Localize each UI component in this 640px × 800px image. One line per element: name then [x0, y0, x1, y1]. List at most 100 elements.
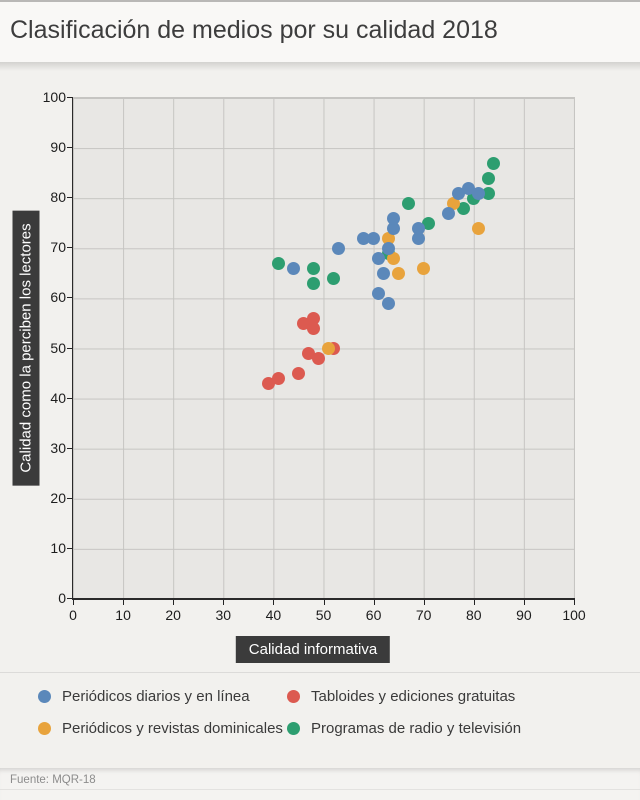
y-tick-mark [67, 497, 72, 499]
y-tick-label: 50 [50, 339, 66, 356]
header: Clasificación de medios por su calidad 2… [0, 0, 640, 62]
data-point[interactable] [412, 231, 426, 245]
data-point[interactable] [487, 156, 501, 170]
data-point[interactable] [311, 352, 325, 366]
legend: Periódicos diarios y en línea Tabloides … [38, 686, 521, 739]
plot-area [73, 97, 575, 599]
x-tick-mark [523, 600, 525, 605]
x-tick-mark [73, 600, 74, 605]
y-tick-label: 30 [50, 439, 66, 456]
data-point[interactable] [296, 316, 310, 330]
data-point[interactable] [482, 171, 496, 185]
legend-dot-blue-icon [38, 690, 51, 703]
x-tick-label: 0 [69, 607, 77, 623]
x-tick-label: 70 [415, 607, 432, 623]
legend-label: Periódicos diarios y en línea [62, 688, 250, 705]
data-point[interactable] [387, 251, 401, 265]
x-tick-mark [473, 600, 475, 605]
x-tick-label: 80 [466, 607, 482, 623]
data-point[interactable] [412, 221, 426, 235]
data-point[interactable] [291, 367, 305, 381]
data-point[interactable] [306, 311, 320, 325]
data-point[interactable] [417, 261, 431, 275]
data-point[interactable] [271, 256, 285, 270]
data-point[interactable] [271, 372, 285, 386]
legend-item-periodicos-diarios[interactable]: Periódicos diarios y en línea [38, 686, 287, 707]
x-tick-mark [273, 600, 275, 605]
x-tick-label: 60 [365, 607, 382, 623]
data-point[interactable] [382, 296, 396, 310]
legend-dot-orange-icon [38, 722, 51, 735]
data-point[interactable] [306, 261, 320, 275]
y-tick-label: 70 [50, 239, 66, 256]
data-point[interactable] [377, 266, 391, 280]
data-point[interactable] [332, 241, 346, 255]
data-point[interactable] [422, 216, 436, 230]
x-tick-mark [123, 600, 125, 605]
data-point[interactable] [372, 286, 386, 300]
y-tick-mark [67, 598, 72, 599]
y-tick-label: 90 [50, 139, 66, 156]
y-tick-mark [67, 247, 72, 249]
data-point[interactable] [261, 377, 275, 391]
data-point[interactable] [387, 211, 401, 225]
legend-item-tabloides[interactable]: Tabloides y ediciones gratuitas [287, 686, 521, 707]
y-axis-line [72, 97, 73, 599]
legend-item-revistas-dominicales[interactable]: Periódicos y revistas dominicales [38, 718, 287, 739]
y-tick-label: 0 [58, 590, 66, 606]
data-point[interactable] [457, 201, 471, 215]
footer: Fuente: MQR-18 [0, 768, 640, 800]
y-tick-mark [67, 547, 72, 549]
x-tick-label: 10 [115, 607, 131, 623]
y-tick-label: 10 [50, 539, 66, 556]
data-point[interactable] [286, 261, 300, 275]
data-point[interactable] [442, 206, 456, 220]
legend-label: Tabloides y ediciones gratuitas [311, 688, 516, 705]
x-tick-label: 40 [265, 607, 282, 623]
x-tick-mark [323, 600, 325, 605]
x-tick-label: 90 [516, 607, 532, 623]
y-tick-label: 80 [50, 189, 66, 206]
x-tick-mark [173, 600, 175, 605]
data-point[interactable] [322, 342, 335, 355]
legend-label: Periódicos y revistas dominicales [62, 720, 283, 737]
x-tick-label: 50 [315, 607, 332, 623]
data-point[interactable] [392, 266, 406, 280]
legend-item-radio-television[interactable]: Programas de radio y televisión [287, 718, 521, 739]
data-point[interactable] [472, 186, 486, 200]
data-point[interactable] [357, 231, 371, 245]
y-tick-mark [67, 397, 72, 399]
y-tick-mark [67, 97, 72, 98]
footer-line [0, 789, 640, 790]
x-tick-label: 100 [562, 607, 586, 623]
y-axis-title: Calidad como la perciben los lectores [12, 210, 40, 486]
x-tick-mark [574, 600, 575, 605]
y-tick-label: 100 [42, 89, 66, 105]
data-point[interactable] [482, 186, 496, 200]
data-point[interactable] [402, 196, 416, 210]
data-point[interactable] [462, 181, 476, 195]
y-tick-label: 40 [50, 389, 66, 406]
y-tick-label: 20 [50, 489, 66, 506]
data-point[interactable] [382, 231, 396, 245]
source-text: Fuente: MQR-18 [10, 774, 96, 786]
data-point[interactable] [301, 347, 315, 360]
y-tick-mark [67, 347, 72, 349]
data-point[interactable] [327, 271, 341, 285]
data-point[interactable] [367, 231, 381, 245]
legend-dot-green-icon [287, 722, 300, 735]
data-point[interactable] [382, 241, 396, 255]
y-tick-label: 60 [50, 289, 66, 306]
data-point[interactable] [472, 221, 486, 235]
x-tick-mark [423, 600, 425, 605]
x-tick-label: 30 [215, 607, 232, 623]
header-shadow [0, 62, 640, 71]
data-point[interactable] [447, 196, 461, 210]
legend-divider [0, 672, 640, 673]
data-point[interactable] [387, 221, 401, 235]
data-point[interactable] [306, 321, 320, 335]
data-point[interactable] [306, 276, 320, 290]
x-axis-line [72, 598, 575, 600]
data-point[interactable] [372, 251, 386, 265]
data-point[interactable] [452, 186, 466, 200]
